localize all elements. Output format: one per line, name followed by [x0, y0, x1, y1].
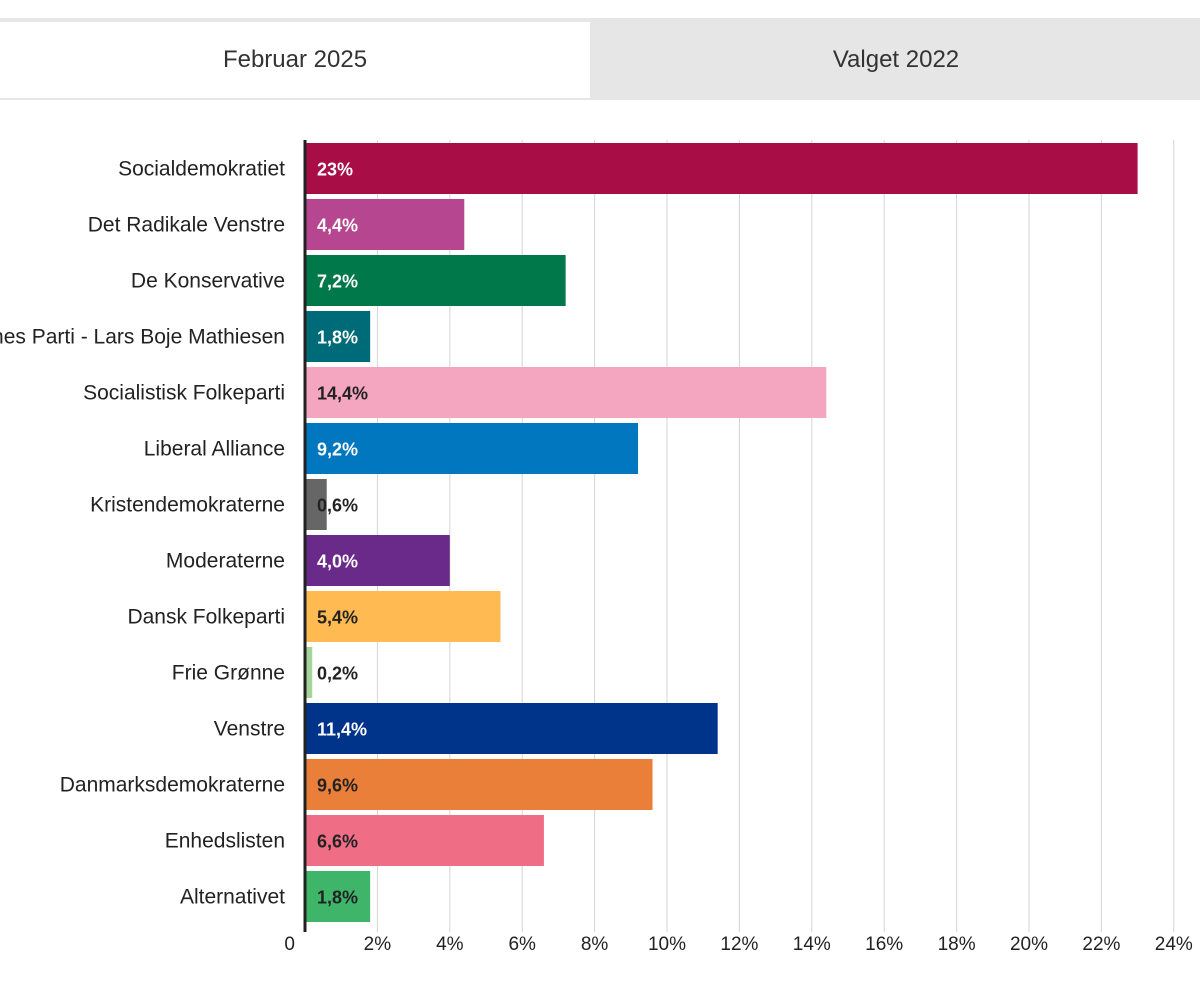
category-label: Moderaterne [166, 550, 285, 573]
x-tick-label: 18% [938, 934, 976, 955]
value-label: 7,2% [317, 272, 358, 292]
bar [305, 703, 718, 754]
x-tick-label: 24% [1155, 934, 1193, 955]
x-tick-label: 4% [436, 934, 464, 955]
value-label: 1,8% [317, 888, 358, 908]
category-label: Frie Grønne [172, 662, 285, 685]
bar [305, 815, 544, 866]
bar [305, 311, 371, 362]
tab-februar-2025[interactable]: Februar 2025 [0, 22, 590, 98]
x-tick-label: 14% [793, 934, 831, 955]
tab-valget-2022[interactable]: Valget 2022 [592, 22, 1200, 98]
bar [305, 591, 501, 642]
value-label: 0,6% [317, 496, 358, 516]
bar [305, 199, 465, 250]
x-tick-label: 20% [1010, 934, 1048, 955]
category-label: Liberal Alliance [144, 438, 285, 461]
category-label: Dansk Folkeparti [127, 606, 285, 629]
value-label: 4,4% [317, 216, 358, 236]
value-label: 14,4% [317, 384, 368, 404]
bar [305, 143, 1138, 194]
category-label: De Konservative [131, 270, 285, 293]
category-label: Enhedslisten [165, 830, 285, 853]
bar [305, 759, 653, 810]
value-label: 0,2% [317, 664, 358, 684]
category-label: Kristendemokraterne [90, 494, 285, 517]
bar [305, 255, 566, 306]
category-label: Socialistisk Folkeparti [83, 382, 285, 405]
value-label: 9,2% [317, 440, 358, 460]
value-label: 23% [317, 160, 353, 180]
x-tick-label: 0 [284, 934, 295, 955]
category-label: Det Radikale Venstre [88, 214, 285, 237]
x-tick-label: 12% [720, 934, 758, 955]
value-label: 11,4% [317, 720, 367, 740]
bar [305, 367, 827, 418]
category-label: Borgernes Parti - Lars Boje Mathiesen [0, 326, 285, 349]
x-axis-ticks: 02%4%6%8%10%12%14%16%18%20%22%24%2 [284, 934, 1193, 955]
value-labels: 23% 4,4% 7,2% 1,8% 14,4% 9,2% 0,6% 4,0% 5,4% 0,2%… [317, 160, 368, 908]
bar [305, 871, 371, 922]
tab-bar: Februar 2025 Valget 2022 [0, 0, 1200, 100]
x-tick-label: 6% [508, 934, 536, 955]
x-tick-label: 16% [865, 934, 903, 955]
category-label: Socialdemokratiet [118, 158, 285, 181]
category-label: Alternativet [180, 886, 285, 909]
category-labels: Socialdemokratiet Det Radikale Venstre De … [0, 158, 285, 909]
x-tick-label: 2% [364, 934, 392, 955]
category-label: Danmarksdemokraterne [60, 774, 285, 797]
bar [305, 479, 327, 530]
x-tick-label: 10% [648, 934, 686, 955]
value-label: 6,6% [317, 832, 358, 852]
bar [305, 423, 639, 474]
x-tick-label: 22% [1082, 934, 1120, 955]
value-label: 1,8% [317, 328, 358, 348]
bar [305, 647, 313, 698]
category-label: Venstre [214, 718, 285, 741]
value-label: 4,0% [317, 552, 358, 572]
x-tick-label: 8% [581, 934, 609, 955]
value-label: 9,6% [317, 776, 358, 796]
value-label: 5,4% [317, 608, 358, 628]
bars [305, 143, 1138, 922]
bar [305, 535, 450, 586]
